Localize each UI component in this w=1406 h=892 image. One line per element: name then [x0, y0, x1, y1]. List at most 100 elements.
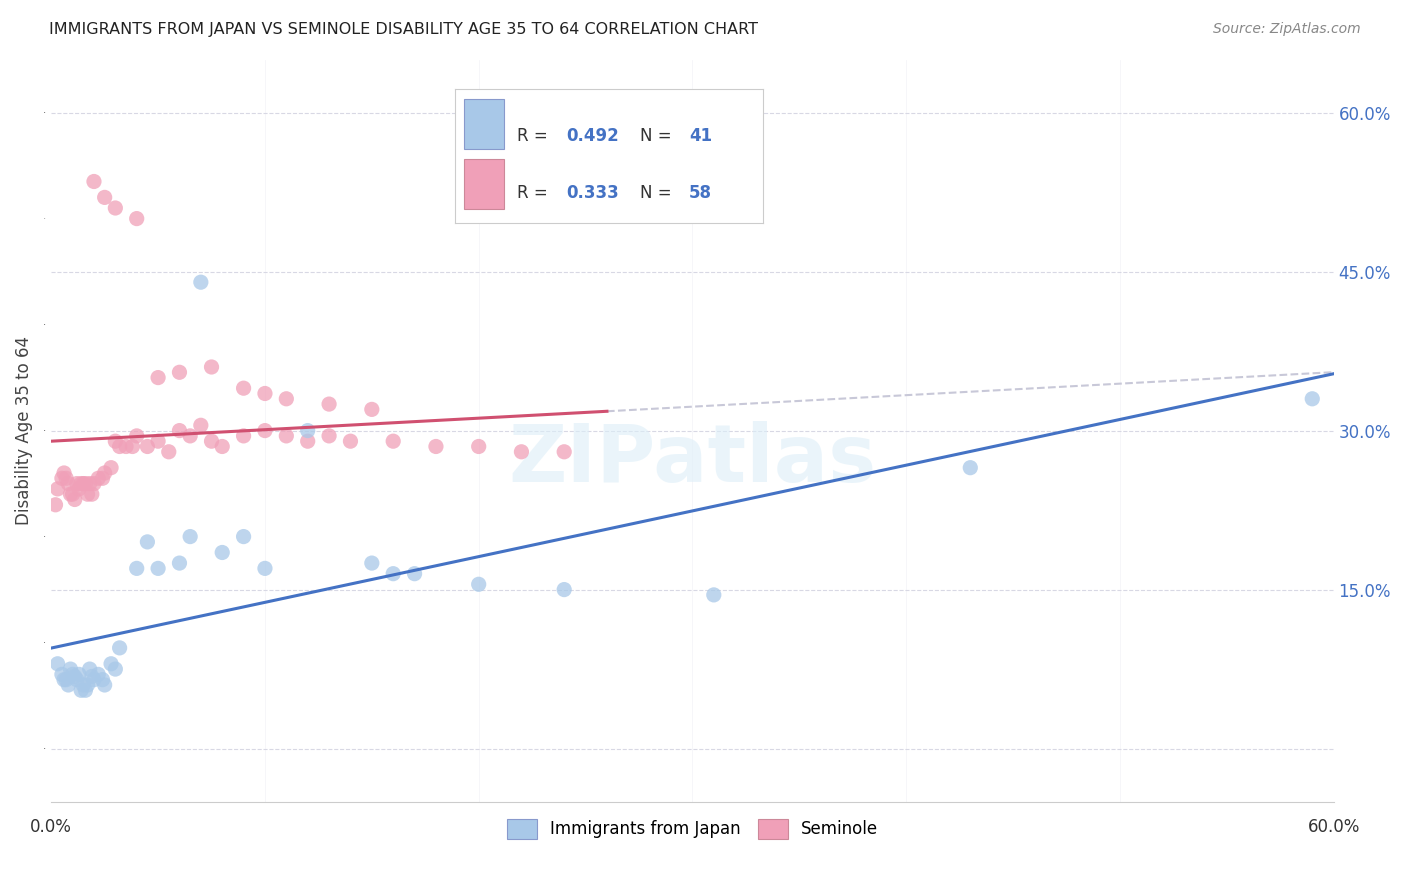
- Point: [253, 386, 276, 401]
- Point: [276, 392, 298, 406]
- Point: [179, 429, 201, 443]
- Point: [703, 588, 725, 602]
- Point: [360, 402, 382, 417]
- Point: [46, 482, 69, 496]
- Point: [146, 434, 169, 449]
- Text: IMMIGRANTS FROM JAPAN VS SEMINOLE DISABILITY AGE 35 TO 64 CORRELATION CHART: IMMIGRANTS FROM JAPAN VS SEMINOLE DISABI…: [49, 22, 758, 37]
- Point: [104, 201, 127, 215]
- Point: [404, 566, 426, 581]
- Point: [80, 487, 103, 501]
- Point: [83, 673, 105, 687]
- Point: [53, 673, 76, 687]
- Point: [63, 669, 86, 683]
- Point: [276, 429, 298, 443]
- Point: [104, 434, 127, 449]
- Point: [125, 429, 148, 443]
- Point: [959, 460, 981, 475]
- Point: [200, 434, 222, 449]
- Point: [510, 444, 533, 458]
- Point: [76, 487, 98, 501]
- Point: [93, 466, 115, 480]
- Point: [146, 561, 169, 575]
- Point: [232, 429, 254, 443]
- Point: [425, 440, 447, 454]
- Point: [467, 440, 489, 454]
- Point: [553, 582, 575, 597]
- Point: [83, 476, 105, 491]
- Point: [79, 662, 101, 676]
- Point: [297, 434, 319, 449]
- Point: [79, 476, 101, 491]
- Point: [339, 434, 361, 449]
- Point: [93, 678, 115, 692]
- Point: [169, 556, 191, 570]
- Point: [87, 667, 110, 681]
- Point: [100, 657, 122, 671]
- Point: [200, 359, 222, 374]
- Point: [253, 561, 276, 575]
- Point: [51, 471, 73, 485]
- Point: [51, 667, 73, 681]
- Point: [44, 498, 66, 512]
- Point: [115, 440, 138, 454]
- Point: [70, 476, 93, 491]
- Point: [53, 466, 76, 480]
- Point: [62, 487, 84, 501]
- Point: [318, 397, 340, 411]
- Point: [232, 530, 254, 544]
- Point: [190, 418, 212, 433]
- Point: [59, 487, 82, 501]
- Point: [58, 678, 80, 692]
- Point: [169, 365, 191, 379]
- Point: [125, 211, 148, 226]
- Point: [232, 381, 254, 395]
- Point: [108, 440, 131, 454]
- Point: [75, 683, 97, 698]
- Point: [91, 673, 114, 687]
- Point: [55, 471, 77, 485]
- Point: [1301, 392, 1323, 406]
- Point: [253, 424, 276, 438]
- Point: [382, 434, 405, 449]
- Point: [553, 444, 575, 458]
- Point: [157, 444, 180, 458]
- Point: [70, 683, 93, 698]
- Point: [46, 657, 69, 671]
- Point: [87, 471, 110, 485]
- Point: [91, 471, 114, 485]
- Point: [58, 476, 80, 491]
- Y-axis label: Disability Age 35 to 64: Disability Age 35 to 64: [15, 336, 32, 525]
- Point: [55, 673, 77, 687]
- Point: [318, 429, 340, 443]
- Point: [125, 561, 148, 575]
- Point: [72, 476, 94, 491]
- Point: [190, 275, 212, 289]
- Point: [211, 440, 233, 454]
- Point: [59, 662, 82, 676]
- Point: [67, 482, 90, 496]
- Point: [467, 577, 489, 591]
- Legend: Immigrants from Japan, Seminole: Immigrants from Japan, Seminole: [501, 813, 884, 846]
- Point: [66, 673, 89, 687]
- Point: [80, 669, 103, 683]
- Point: [121, 440, 143, 454]
- Point: [136, 534, 159, 549]
- Text: 0.0%: 0.0%: [31, 818, 72, 836]
- Point: [63, 492, 86, 507]
- Point: [179, 530, 201, 544]
- Point: [72, 678, 94, 692]
- Point: [360, 556, 382, 570]
- Point: [67, 667, 90, 681]
- Point: [93, 190, 115, 204]
- Point: [211, 545, 233, 559]
- Point: [382, 566, 405, 581]
- Point: [108, 640, 131, 655]
- Point: [136, 440, 159, 454]
- Point: [100, 460, 122, 475]
- Point: [104, 662, 127, 676]
- Point: [297, 424, 319, 438]
- Text: Source: ZipAtlas.com: Source: ZipAtlas.com: [1213, 22, 1361, 37]
- Point: [75, 476, 97, 491]
- Point: [169, 424, 191, 438]
- Point: [146, 370, 169, 384]
